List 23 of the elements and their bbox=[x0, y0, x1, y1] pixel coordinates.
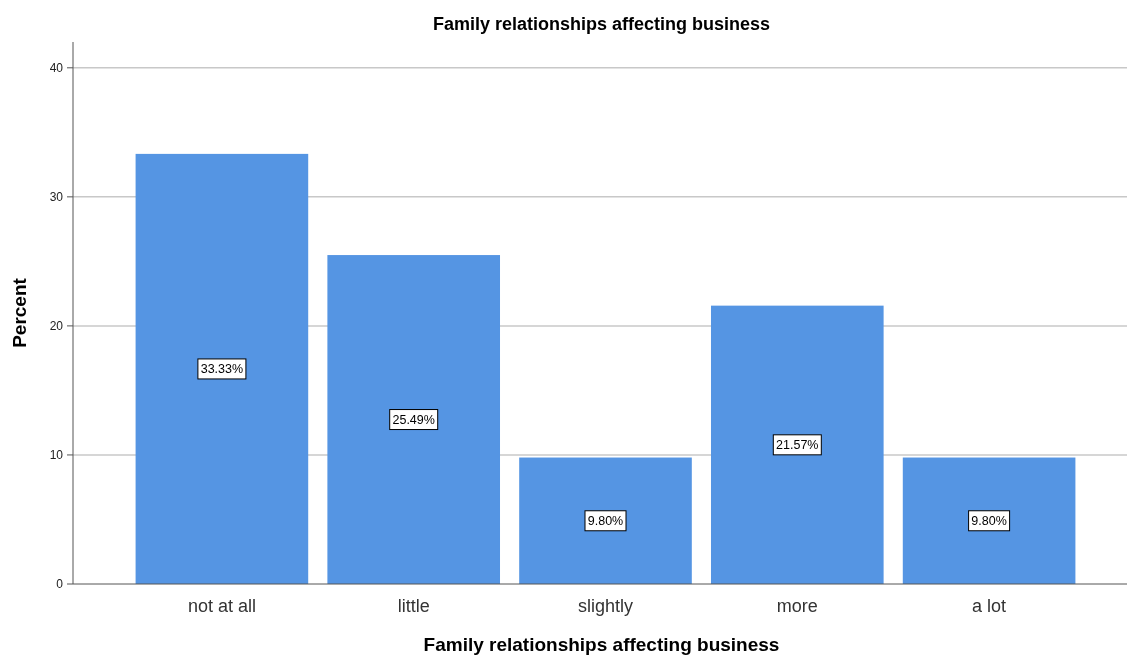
data-label: 25.49% bbox=[392, 413, 435, 428]
chart-title: Family relationships affecting business bbox=[432, 14, 771, 34]
bar bbox=[519, 457, 692, 584]
bar bbox=[135, 153, 309, 584]
data-label: 9.80% bbox=[971, 514, 1007, 529]
x-tick-label: slightly bbox=[577, 596, 634, 616]
x-axis-title: Family relationships affecting business bbox=[423, 634, 780, 655]
y-tick-label: 40 bbox=[49, 60, 64, 75]
x-tick-label: not at all bbox=[187, 596, 256, 616]
y-tick-label: 10 bbox=[49, 447, 64, 462]
data-label: 9.80% bbox=[587, 514, 624, 529]
x-tick-label: a lot bbox=[972, 596, 1007, 616]
data-label: 33.33% bbox=[200, 362, 244, 377]
y-axis-title: Percent bbox=[9, 277, 30, 348]
y-tick-label: 20 bbox=[49, 318, 64, 333]
x-tick-label: more bbox=[776, 596, 818, 616]
data-label: 21.57% bbox=[776, 438, 819, 453]
bar bbox=[710, 305, 884, 584]
bar bbox=[327, 255, 501, 584]
y-tick-label: 0 bbox=[56, 577, 64, 591]
bar bbox=[902, 457, 1076, 584]
y-tick-label: 30 bbox=[49, 189, 64, 204]
x-tick-label: little bbox=[397, 596, 430, 616]
